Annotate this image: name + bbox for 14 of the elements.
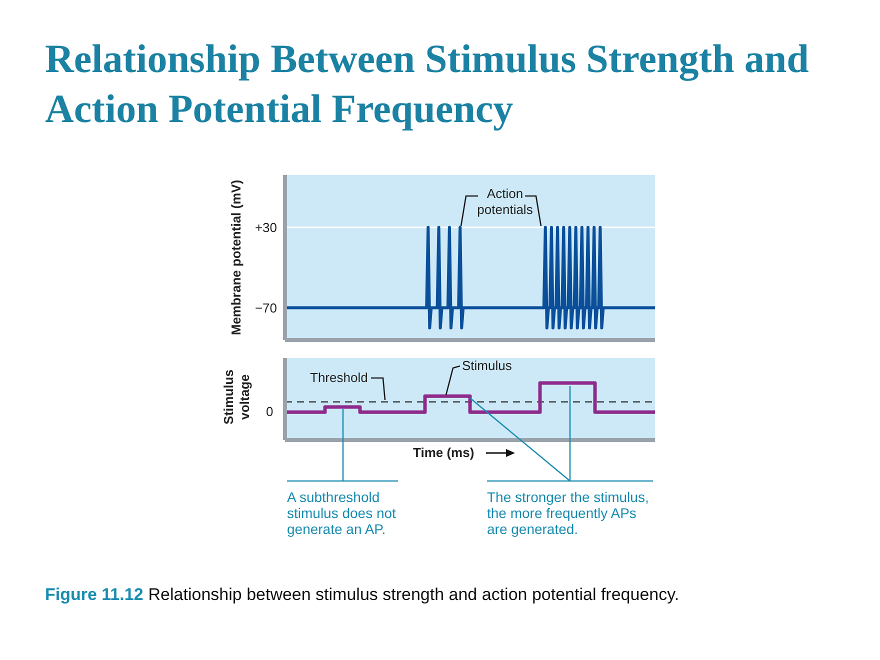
y-tick-label: +30: [254, 220, 277, 235]
text: Stimulus: [462, 358, 513, 374]
x-axis-title: Time (ms): [413, 445, 474, 460]
y-tick-label: −70: [254, 300, 277, 316]
text: Relationship between stimulus strength and action potential frequency.: [148, 585, 680, 604]
y-axis-title: Stimulus voltage: [221, 368, 253, 426]
text: A subthreshold stimulus does not generate an AP.: [287, 489, 397, 537]
annotation: Action potentials: [476, 186, 534, 218]
ref-line-label: Threshold: [310, 370, 368, 385]
y-axis-title: Membrane potential (mV): [228, 180, 244, 336]
text: 0: [266, 404, 274, 420]
text: The stronger the stimulus, the more frequently APs are generated.: [487, 489, 650, 537]
caption: Figure 11.12: [45, 585, 144, 604]
chart-title: Relationship Between Stimulus Strength and Action Potential Frequency: [45, 35, 810, 133]
